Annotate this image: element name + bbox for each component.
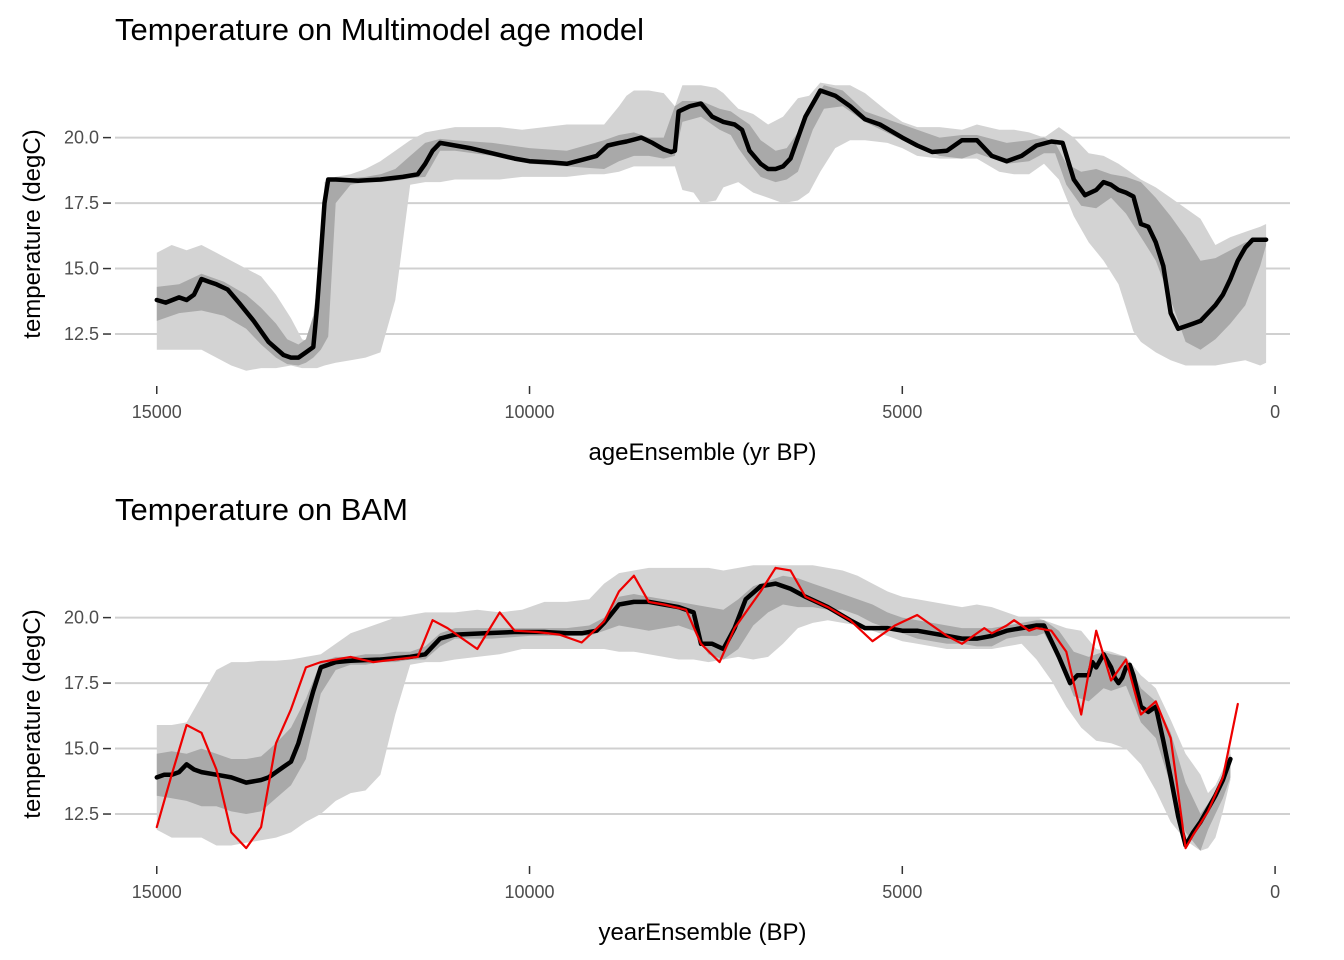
median-line bbox=[154, 581, 1233, 848]
x-tick-label: 5000 bbox=[882, 882, 922, 902]
x-tick-label: 15000 bbox=[132, 402, 182, 422]
median-line bbox=[154, 88, 1269, 360]
chart-plot-multimodel: 12.5 15.0 17.5 20.0 15000 10000 5000 0 ageEnsemb… bbox=[19, 82, 1290, 466]
x-tick-label: 10000 bbox=[504, 402, 554, 422]
y-tick-label: 15.0 bbox=[64, 259, 99, 279]
y-tick-label: 17.5 bbox=[64, 673, 99, 693]
y-tick-label: 12.5 bbox=[64, 324, 99, 344]
chart-title: Temperature on BAM bbox=[115, 492, 408, 527]
chart-panel-multimodel: Temperature on Multimodel age model 12.5… bbox=[19, 12, 1290, 466]
x-tick-label: 0 bbox=[1270, 402, 1280, 422]
x-tick-label: 5000 bbox=[882, 402, 922, 422]
x-tick-label: 15000 bbox=[132, 882, 182, 902]
y-axis-title: temperature (degC) bbox=[19, 129, 46, 338]
y-axis-title: temperature (degC) bbox=[19, 609, 46, 818]
y-tick-label: 20.0 bbox=[64, 128, 99, 148]
x-tick-label: 10000 bbox=[504, 882, 554, 902]
y-tick-label: 12.5 bbox=[64, 804, 99, 824]
chart-plot-bam: 12.5 15.0 17.5 20.0 15000 10000 5000 0 yearEnsem… bbox=[19, 565, 1290, 946]
y-tick-label: 15.0 bbox=[64, 739, 99, 759]
x-tick-label: 0 bbox=[1270, 882, 1280, 902]
chart-panel-bam: Temperature on BAM 12.5 15.0 17.5 20.0 15000… bbox=[0, 480, 1344, 960]
y-tick-label: 20.0 bbox=[64, 608, 99, 628]
x-axis-title: yearEnsemble (BP) bbox=[598, 919, 806, 946]
chart-title: Temperature on Multimodel age model bbox=[115, 12, 644, 47]
x-axis-title: ageEnsemble (yr BP) bbox=[588, 439, 816, 466]
original-series-line bbox=[155, 566, 1239, 850]
y-tick-label: 17.5 bbox=[64, 193, 99, 213]
